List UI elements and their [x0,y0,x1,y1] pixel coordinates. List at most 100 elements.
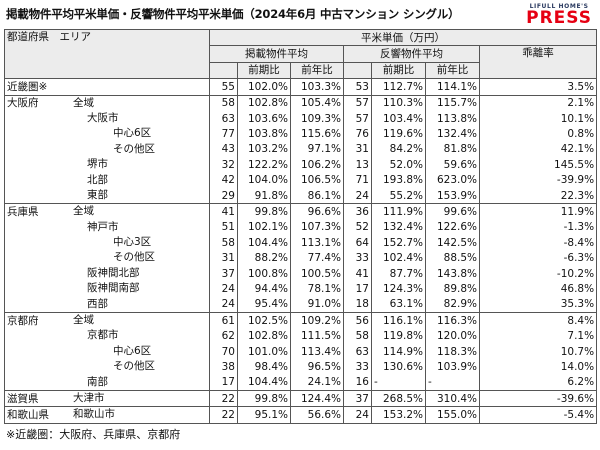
inquiry-avg-header: 反響物件平均 [343,45,480,63]
inquiry-prev-year-cell: - [425,374,480,391]
lifull-homes-press-logo: LIFULL HOME'S PRESS [526,3,592,27]
table-row: 中心3区 58 104.4% 113.1% 64 152.7% 142.5% -8.4% [4,235,598,251]
area-cell: 近畿圏※ [4,78,210,96]
listed-prev-year-cell: 107.3% [290,219,344,236]
inquiry-prev-year-cell: 113.8% [425,110,480,127]
listed-prev-period-cell: 102.0% [237,78,291,96]
listed-price-cell: 77 [209,126,238,142]
divergence-cell: -6.3% [478,250,598,266]
logo-brand-text: LIFULL HOME'S [529,3,589,10]
footnote: ※近畿圏：大阪府、兵庫県、京都府 [6,428,181,441]
inquiry-price-cell: 57 [343,110,372,127]
divergence-cell: 10.1% [478,110,598,127]
listed-prev-period-cell: 94.4% [237,281,291,297]
inquiry-prev-year-cell: 88.5% [425,250,480,266]
inquiry-prev-period-cell: 102.4% [371,250,426,266]
listed-prev-year-cell: 103.3% [290,78,344,96]
listed-prev-period-cell: 102.1% [237,219,291,236]
listed-price-cell: 42 [209,172,238,188]
inquiry-price-cell: 41 [343,265,372,282]
header-row-3: 前期比 前年比 前期比 前年比 [4,62,597,80]
listed-prev-year-cell: 109.2% [290,312,344,329]
listed-prev-year-cell: 106.2% [290,157,344,173]
table-row: その他区 31 88.2% 77.4% 33 102.4% 88.5% -6.3% [4,250,598,266]
divergence-cell: -39.6% [478,389,598,407]
inquiry-prev-period-cell: 124.3% [371,281,426,297]
table-row: その他区 38 98.4% 96.5% 33 130.6% 103.9% 14.0% [4,359,598,375]
inquiry-prev-period-cell: 63.1% [371,296,426,313]
table-row: 京都市 62 102.8% 111.5% 58 119.8% 120.0% 7.1% [4,328,598,344]
table-row: 大阪府 全域 58 102.8% 105.4% 57 110.3% 115.7% 2.1% [4,94,598,111]
inquiry-price-cell: 53 [343,78,372,96]
area-label: 大阪市 [87,111,119,124]
inquiry-price-cell: 33 [343,359,372,375]
listed-price-cell: 24 [209,281,238,297]
inquiry-price-cell: 24 [343,187,372,204]
area-label: 阪神間北部 [87,266,140,279]
inquiry-prev-year-header: 前年比 [425,62,480,80]
inquiry-price-cell: 56 [343,312,372,329]
inquiry-prev-year-cell: 310.4% [425,389,480,407]
inquiry-prev-period-cell: 132.4% [371,219,426,236]
divergence-cell: -1.3% [478,219,598,236]
area-cell: 中心6区 [4,126,210,142]
inquiry-price-cell: 33 [343,250,372,266]
inquiry-prev-period-header: 前期比 [371,62,426,80]
unit-price-group-header: 平米単価（万円） [208,28,598,47]
listed-prev-year-cell: 78.1% [290,281,344,297]
area-label: 北部 [87,173,108,186]
listed-price-cell: 22 [209,406,238,424]
inquiry-price-cell: 76 [343,126,372,142]
table-title: 掲載物件平均平米単価・反響物件平均平米単価（2024年6月 中古マンション シン… [6,7,460,21]
listed-prev-period-cell: 103.2% [237,141,291,158]
listed-prev-period-cell: 95.1% [237,406,291,424]
listed-prev-period-cell: 101.0% [237,343,291,360]
listed-prev-year-cell: 86.1% [290,187,344,204]
divergence-cell: -8.4% [478,235,598,251]
inquiry-price-cell: 17 [343,281,372,297]
listed-prev-year-cell: 96.6% [290,203,344,220]
inquiry-prev-period-cell: 84.2% [371,141,426,158]
listed-price-cell: 24 [209,296,238,313]
area-label: 中心6区 [113,344,152,357]
divergence-cell: 2.1% [478,94,598,111]
divergence-cell: 11.9% [478,203,598,220]
listed-price-cell: 32 [209,157,238,173]
listed-prev-year-cell: 124.4% [290,389,344,407]
area-label: 阪神間南部 [87,282,140,295]
listed-prev-period-cell: 103.6% [237,110,291,127]
listed-prev-period-cell: 100.8% [237,265,291,282]
table-row: 西部 24 95.4% 91.0% 18 63.1% 82.9% 35.3% [4,296,598,313]
table-row: 南部 17 104.4% 24.1% 16- -6.2% [4,374,598,391]
listed-price-cell: 43 [209,141,238,158]
listed-prev-period-cell: 98.4% [237,359,291,375]
area-cell: 大阪市 [4,110,210,127]
inquiry-prev-period-cell: 114.9% [371,343,426,360]
listed-price-cell: 51 [209,219,238,236]
listed-price-cell: 38 [209,359,238,375]
inquiry-prev-year-cell: 143.8% [425,265,480,282]
listed-prev-period-cell: 95.4% [237,296,291,313]
table-row: 堺市 32 122.2% 106.2% 13 52.0% 59.6% 145.5% [4,157,598,173]
area-cell: その他区 [4,250,210,266]
table-row: 滋賀県 大津市 22 99.8% 124.4% 37 268.5% 310.4% -39.6% [4,389,598,407]
listed-prev-year-cell: 106.5% [290,172,344,188]
inquiry-prev-period-cell: - [371,374,426,391]
inquiry-prev-period-cell: 52.0% [371,157,426,173]
listed-price-cell: 55 [209,78,238,96]
area-cell: 京都市 [4,328,210,344]
listed-prev-year-cell: 100.5% [290,265,344,282]
table-row: 兵庫県 全域 41 99.8% 96.6% 36 111.9% 99.6% 11.9% [4,203,598,220]
prefecture-label: 京都府 [7,314,39,327]
divergence-cell: 42.1% [478,141,598,158]
price-table: 都道府県 エリア 平米単価（万円） 掲載物件平均 反響物件平均 乖離率 前期比 … [4,28,598,424]
listed-price-cell: 58 [209,94,238,111]
listed-prev-year-cell: 24.1% [290,374,344,391]
area-label: 中心3区 [113,236,152,249]
listed-prev-period-cell: 88.2% [237,250,291,266]
divergence-header: 乖離率 [478,45,598,80]
table-row: 北部 42 104.0% 106.5% 71 193.8% 623.0% -39.9% [4,172,598,188]
area-cell: 南部 [4,374,210,391]
divergence-cell: 46.8% [478,281,598,297]
area-label: 京都市 [87,329,119,342]
